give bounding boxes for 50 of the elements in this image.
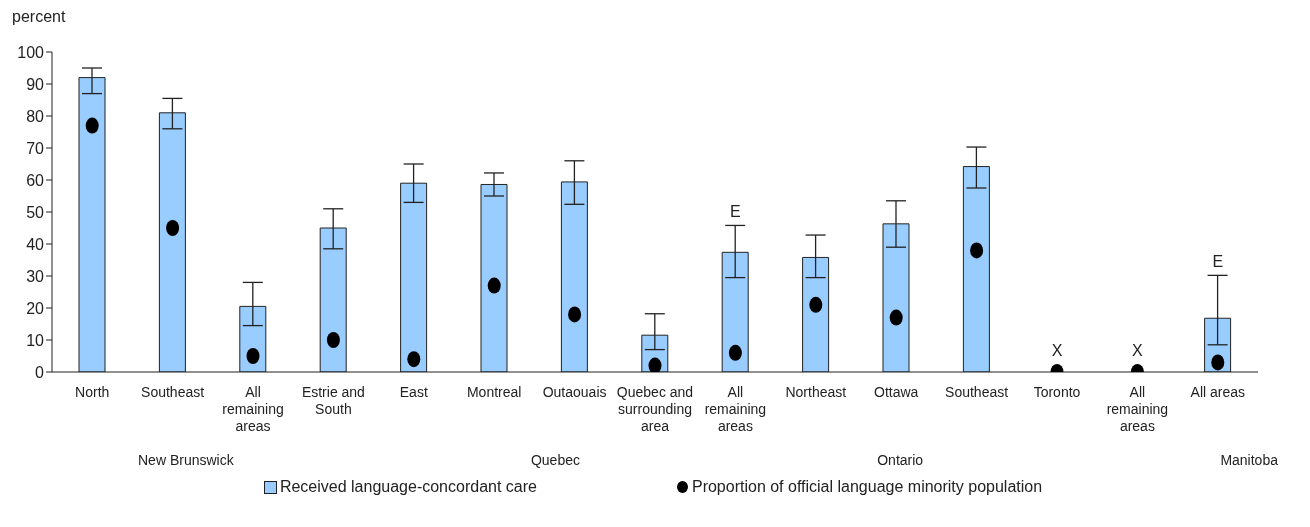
y-tick-label: 20 — [26, 299, 45, 317]
y-tick-label: 70 — [26, 139, 45, 157]
y-tick-label: 80 — [26, 107, 45, 125]
point — [648, 357, 662, 372]
y-tick-label: 0 — [35, 363, 45, 381]
text: X — [1051, 342, 1063, 359]
x-tick-label: Outaouais — [542, 384, 607, 400]
x-tick-label: East — [399, 384, 428, 400]
data-label: E — [1212, 253, 1224, 271]
text: Ontario — [877, 452, 924, 470]
point — [166, 220, 180, 236]
y-tick-label: 60 — [26, 171, 45, 189]
y-tick-label: 50 — [26, 203, 45, 221]
x-tick-label: Ottawa — [874, 384, 919, 400]
x-tick-label: Northeast — [785, 384, 847, 400]
x-tick-label: Southeast — [141, 384, 205, 400]
point — [407, 351, 421, 368]
y-axis-title: percent — [11, 8, 67, 27]
point — [970, 242, 984, 259]
text: New Brunswick — [138, 452, 234, 470]
point — [326, 332, 340, 348]
x-tick-label: Quebec and surrounding area — [616, 384, 694, 434]
point — [728, 344, 742, 361]
x-tick-label: North — [75, 384, 110, 400]
point — [246, 348, 260, 364]
point — [85, 117, 99, 134]
text: Manitoba — [1220, 452, 1278, 470]
point — [1211, 354, 1225, 371]
point — [487, 277, 501, 294]
y-tick-label: 30 — [26, 267, 45, 285]
x-tick-label: All remaining areas — [1106, 384, 1169, 434]
text: Quebec — [530, 452, 580, 470]
text: X — [1132, 342, 1143, 359]
x-tick-label: All areas — [1190, 384, 1246, 400]
point — [568, 306, 582, 323]
x-tick-label: Montreal — [466, 384, 522, 400]
y-tick-label: 100 — [17, 43, 45, 61]
y-tick-label: 40 — [26, 235, 45, 253]
x-tick-label: Southeast — [945, 384, 1009, 400]
point — [889, 309, 903, 326]
point — [809, 296, 823, 313]
y-tick-label: 10 — [26, 331, 45, 349]
legend-label: Received language-concordant care — [278, 477, 537, 497]
x-tick-label: All remaining areas — [222, 384, 284, 434]
y-tick-label: 90 — [26, 75, 45, 93]
x-tick-label: All remaining areas — [704, 384, 767, 434]
data-label: E — [730, 203, 741, 221]
legend-label: Proportion of official language minority population — [690, 477, 1043, 497]
x-tick-label: Toronto — [1033, 384, 1081, 400]
x-tick-label: Estrie and South — [301, 384, 365, 417]
